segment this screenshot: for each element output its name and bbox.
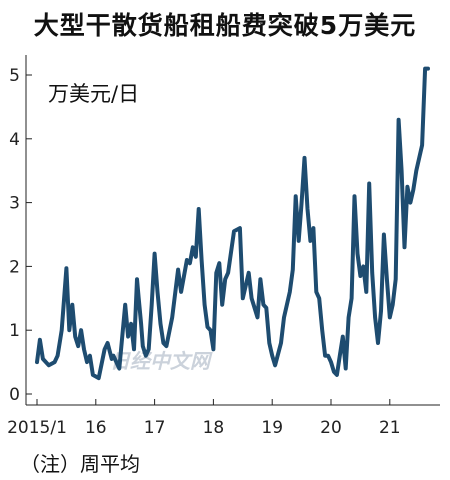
axes: 0 1 2 3 4 5 2015/1 16 17 18 19 20 21 (7, 55, 440, 438)
x-tick-label: 20 (320, 418, 342, 438)
watermark: 日经中文网 (110, 349, 213, 373)
series-line (35, 66, 430, 381)
series-layer (35, 66, 430, 381)
y-tick-label: 3 (9, 194, 20, 214)
x-tick-label: 2015/1 (7, 418, 67, 438)
x-tick-label: 18 (203, 418, 225, 438)
x-tick-label: 16 (85, 418, 107, 438)
chart-title: 大型干散货船租船费突破5万美元 (33, 11, 417, 40)
y-tick-label: 4 (9, 130, 20, 150)
y-tick-label: 5 (9, 66, 20, 86)
x-tick-label: 19 (261, 418, 283, 438)
labels-layer: 万美元/日 (48, 82, 139, 106)
x-tick-label: 17 (144, 418, 166, 438)
y-tick-label: 0 (9, 385, 20, 405)
y-axis-unit-label: 万美元/日 (48, 82, 139, 106)
x-tick-label: 21 (379, 418, 401, 438)
y-tick-label: 1 (9, 321, 20, 341)
footnote: （注）周平均 (20, 452, 140, 476)
y-tick-label: 2 (9, 257, 20, 277)
watermark-text: 日经中文网 (110, 349, 213, 373)
